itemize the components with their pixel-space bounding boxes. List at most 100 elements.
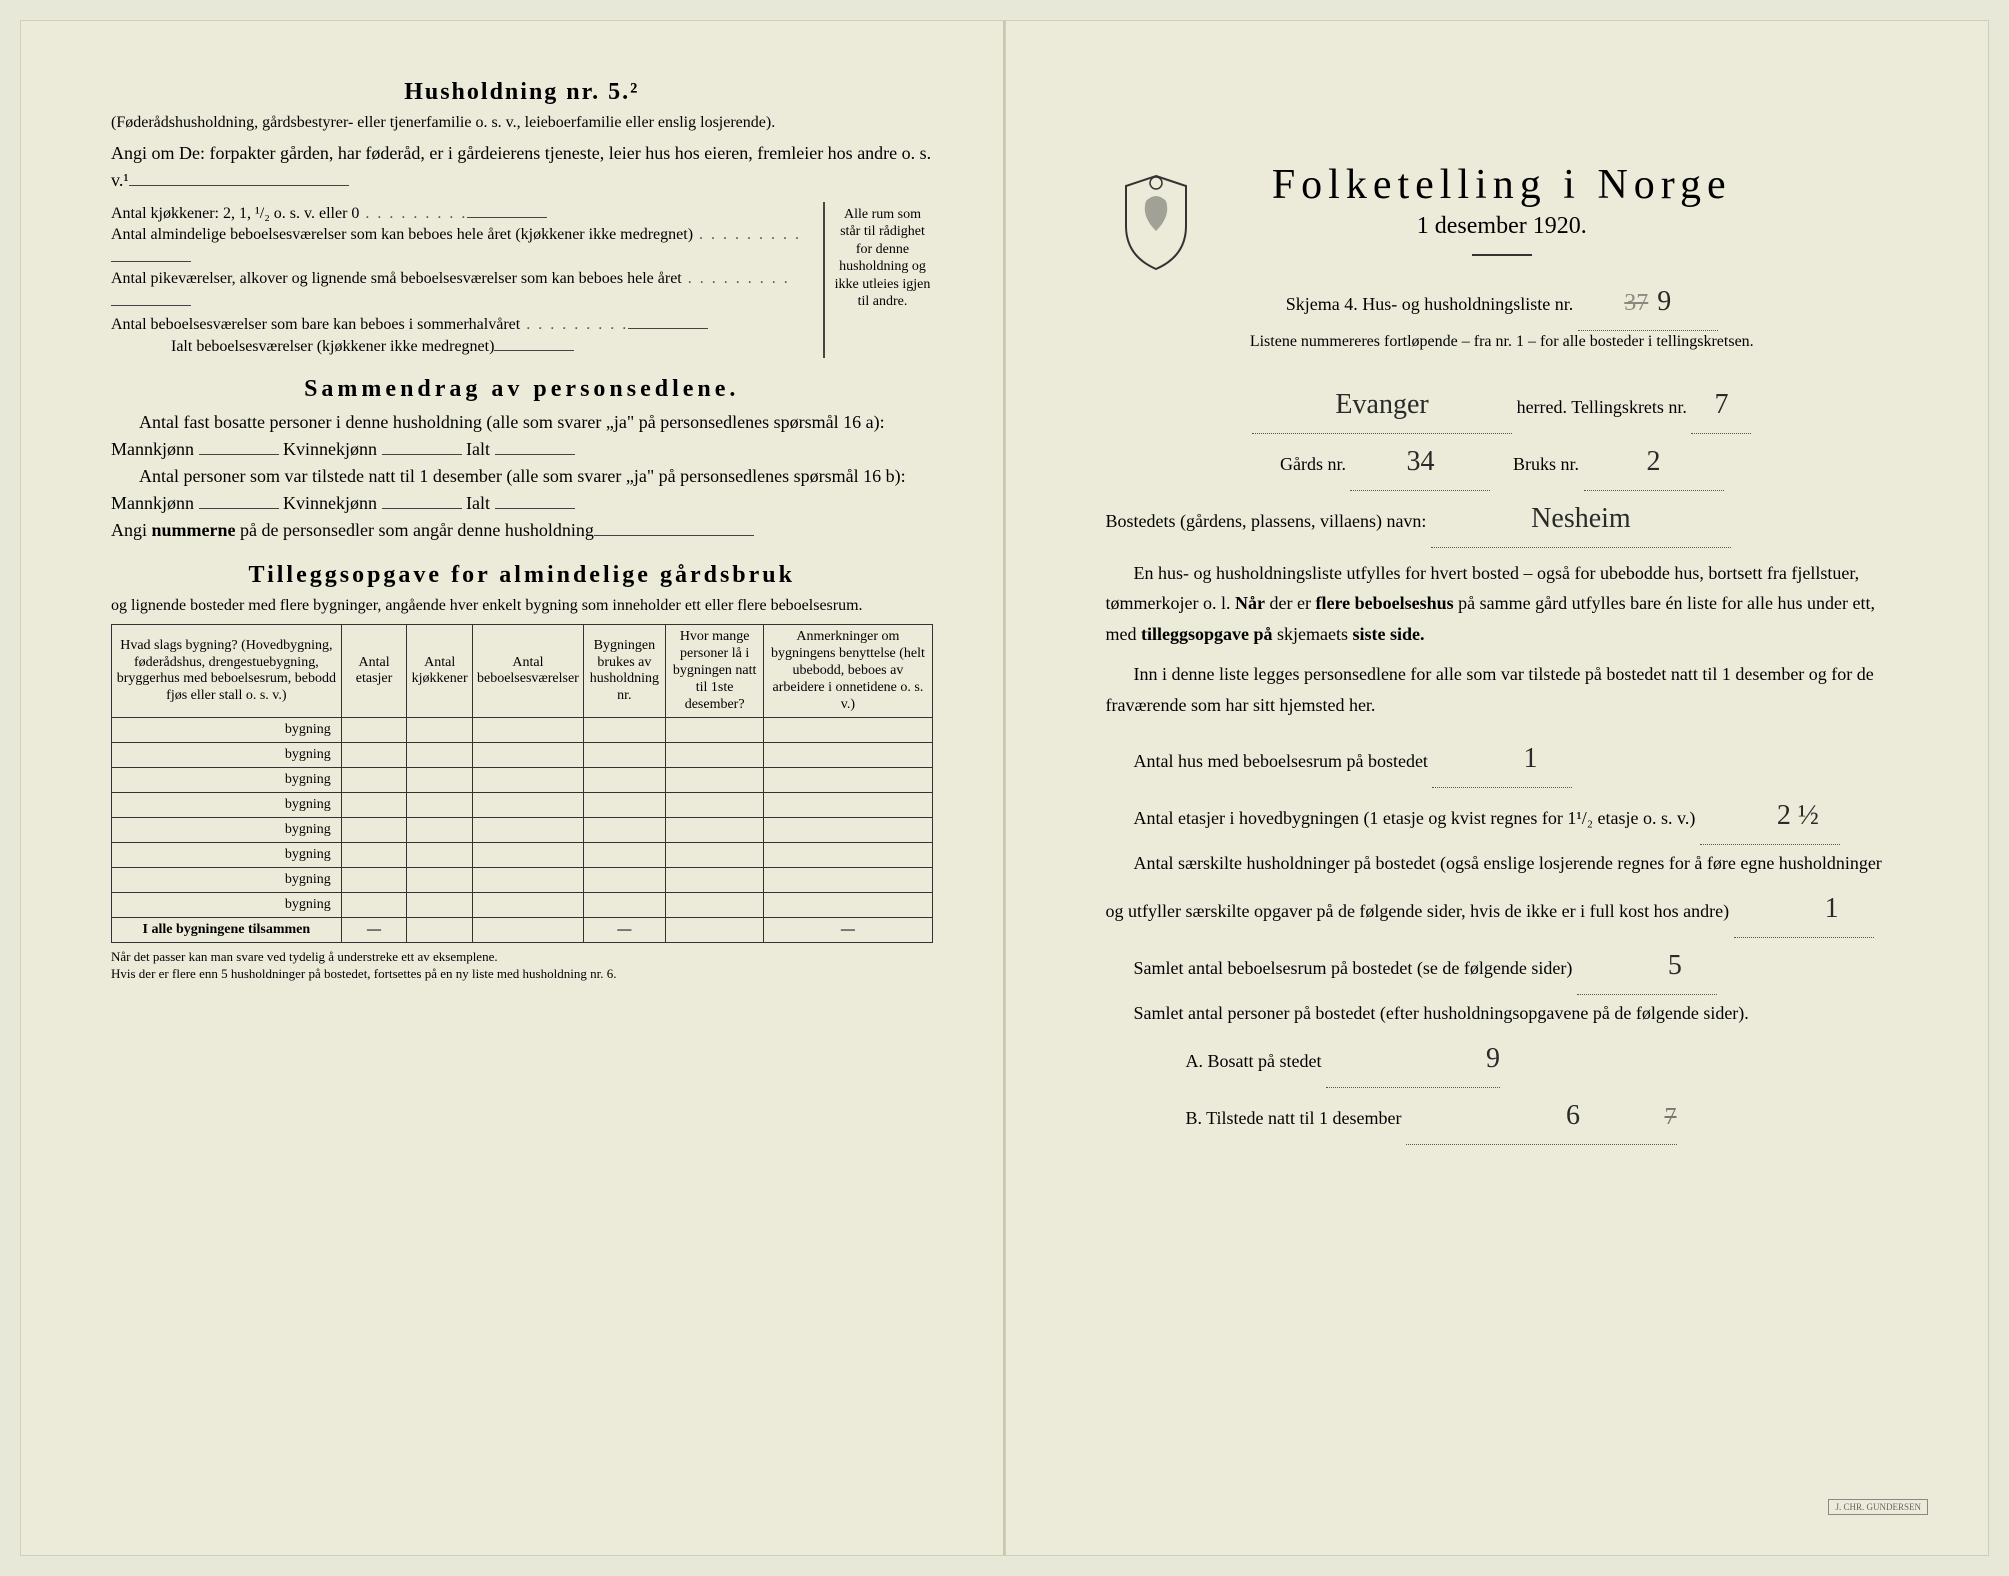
- document-spread: Husholdning nr. 5.² (Føderådshusholdning…: [20, 20, 1989, 1556]
- summer-rooms-line: Antal beboelsesværelser som bare kan beb…: [111, 313, 813, 336]
- mann-blank-1: [199, 437, 279, 455]
- total-rooms-blank: [494, 335, 574, 351]
- summer-rooms-blank: [628, 313, 708, 329]
- bosatt-val: 9: [1406, 1031, 1500, 1087]
- supplement-title: Tilleggsopgave for almindelige gårdsbruk: [111, 562, 933, 589]
- samlet-bebo-val: 5: [1640, 938, 1682, 994]
- printer-stamp: J. CHR. GUNDERSEN: [1828, 1499, 1928, 1515]
- kitchens-line: Antal kjøkkener: 2, 1, ¹/₂ o. s. v. elle…: [111, 202, 813, 225]
- title-rule: [1472, 254, 1532, 256]
- skjema-lbl: Skjema 4. Hus- og husholdningsliste nr.: [1286, 294, 1574, 314]
- gards-lbl: Gårds nr.: [1280, 454, 1346, 474]
- th-1: Antal etasjer: [341, 625, 407, 718]
- table-header-row: Hvad slags bygning? (Hovedbygning, føder…: [112, 625, 933, 718]
- angi-num-text: på de personsedler som angår denne husho…: [240, 520, 594, 540]
- row-lbl: bygning: [112, 793, 342, 818]
- th-6: Anmerkninger om bygningens benyttelse (h…: [764, 625, 932, 718]
- listene-note: Listene nummereres fortløpende – fra nr.…: [1106, 331, 1899, 353]
- summary-line2: Antal personer som var tilstede natt til…: [111, 463, 933, 517]
- antal-hus-lbl: Antal hus med beboelsesrum på bostedet: [1134, 751, 1428, 771]
- right-page: Folketelling i Norge 1 desember 1920. Sk…: [1005, 20, 1990, 1556]
- bosted-line: Bostedets (gårdens, plassens, villaens) …: [1106, 491, 1899, 548]
- th-0: Hvad slags bygning? (Hovedbygning, føder…: [112, 625, 342, 718]
- samlet-bebo-lbl: Samlet antal beboelsesrum på bostedet (s…: [1134, 958, 1573, 978]
- summary-title: Sammendrag av personsedlene.: [111, 376, 933, 403]
- saerskilte-line: Antal særskilte husholdninger på bostede…: [1106, 845, 1899, 938]
- bosted-lbl: Bostedets (gårdens, plassens, villaens) …: [1106, 511, 1427, 531]
- ordinary-rooms-line: Antal almindelige beboelsesværelser som …: [111, 224, 813, 268]
- angi-numbers-line: Angi nummerne på de personsedler som ang…: [111, 517, 933, 544]
- footnote: Når det passer kan man svare ved tydelig…: [111, 949, 933, 983]
- angi-num-blank: [594, 518, 754, 536]
- kitchens-blank: [467, 202, 547, 218]
- row-lbl: bygning: [112, 818, 342, 843]
- kvinne-blank-2: [382, 491, 462, 509]
- rooms-block: Antal kjøkkener: 2, 1, ¹/₂ o. s. v. elle…: [111, 202, 933, 358]
- maid-rooms-text: Antal pikeværelser, alkover og lignende …: [111, 270, 682, 287]
- instructions-para1: En hus- og husholdningsliste utfylles fo…: [1106, 558, 1899, 650]
- table-row: bygning: [112, 893, 933, 918]
- row-lbl: bygning: [112, 843, 342, 868]
- ordinary-rooms-blank: [111, 246, 191, 262]
- brace-note: Alle rum som står til rådighet for denne…: [823, 202, 933, 358]
- herred-lbl: herred. Tellingskrets nr.: [1517, 397, 1687, 417]
- total-rooms-line: Ialt beboelsesværelser (kjøkkener ikke m…: [111, 335, 813, 358]
- table-row: bygning: [112, 768, 933, 793]
- ialt-blank-1: [495, 437, 575, 455]
- rooms-lines: Antal kjøkkener: 2, 1, ¹/₂ o. s. v. elle…: [111, 202, 813, 358]
- th-5: Hvor mange personer lå i bygningen natt …: [665, 625, 763, 718]
- mann-blank-2: [199, 491, 279, 509]
- table-footer-row: I alle bygningene tilsammen———: [112, 918, 933, 943]
- bruks-lbl: Bruks nr.: [1513, 454, 1579, 474]
- coat-of-arms-icon: [1116, 171, 1196, 271]
- herred-val: Evanger: [1335, 377, 1428, 433]
- tilstede-val: 6: [1486, 1088, 1580, 1144]
- summary-line1: Antal fast bosatte personer i denne hush…: [111, 409, 933, 463]
- kitchens-text: Antal kjøkkener: 2, 1, ¹/₂ o. s. v. elle…: [111, 205, 359, 222]
- census-date: 1 desember 1920.: [1106, 213, 1899, 240]
- tilstede-lbl: B. Tilstede natt til 1 desember: [1186, 1108, 1402, 1128]
- ialt-blank-2: [495, 491, 575, 509]
- row-lbl: bygning: [112, 868, 342, 893]
- bosatt-lbl: A. Bosatt på stedet: [1186, 1051, 1322, 1071]
- buildings-table: Hvad slags bygning? (Hovedbygning, føder…: [111, 624, 933, 943]
- instructions-para2: Inn i denne liste legges personsedlene f…: [1106, 659, 1899, 720]
- table-body: bygning bygning bygning bygning bygning …: [112, 718, 933, 943]
- liste-nr-field: 37 9: [1578, 274, 1718, 331]
- kvinne-lbl-2: Kvinnekjønn: [283, 493, 377, 513]
- bosatt-line: A. Bosatt på stedet 9: [1106, 1031, 1899, 1088]
- row-lbl: bygning: [112, 893, 342, 918]
- table-row: bygning: [112, 868, 933, 893]
- antal-hus-val: 1: [1495, 731, 1537, 787]
- maid-rooms-line: Antal pikeværelser, alkover og lignende …: [111, 268, 813, 312]
- left-page: Husholdning nr. 5.² (Føderådshusholdning…: [20, 20, 1005, 1556]
- angi-line: Angi om De: forpakter gården, har føderå…: [111, 140, 933, 194]
- table-row: bygning: [112, 718, 933, 743]
- table-row: bygning: [112, 743, 933, 768]
- angi-blank: [129, 168, 349, 186]
- antal-hus-line: Antal hus med beboelsesrum på bostedet 1: [1106, 731, 1899, 788]
- samlet-pers-line: Samlet antal personer på bostedet (efter…: [1106, 995, 1899, 1031]
- main-title: Folketelling i Norge: [1106, 161, 1899, 209]
- household-5-subtitle: (Føderådshusholdning, gårdsbestyrer- ell…: [111, 112, 933, 134]
- table-row: bygning: [112, 793, 933, 818]
- liste-nr-strike: 37: [1624, 279, 1648, 327]
- bruks-nr: 2: [1647, 434, 1661, 490]
- etasjer-lbl: Antal etasjer i hovedbygningen (1 etasje…: [1134, 808, 1696, 828]
- row-lbl: bygning: [112, 768, 342, 793]
- tfoot-lbl: I alle bygningene tilsammen: [112, 918, 342, 943]
- household-5-title: Husholdning nr. 5.²: [111, 79, 933, 106]
- supplement-sub: og lignende bosteder med flere bygninger…: [111, 595, 933, 617]
- samlet-bebo-line: Samlet antal beboelsesrum på bostedet (s…: [1106, 938, 1899, 995]
- skjema-line: Skjema 4. Hus- og husholdningsliste nr. …: [1106, 274, 1899, 331]
- gards-line: Gårds nr. 34 Bruks nr. 2: [1106, 434, 1899, 491]
- krets-nr: 7: [1714, 377, 1728, 433]
- ialt-lbl-1: Ialt: [466, 439, 490, 459]
- gards-nr: 34: [1406, 434, 1434, 490]
- table-row: bygning: [112, 818, 933, 843]
- th-2: Antal kjøkkener: [407, 625, 473, 718]
- tilstede-line: B. Tilstede natt til 1 desember 6 7: [1106, 1088, 1899, 1145]
- kvinne-blank-1: [382, 437, 462, 455]
- etasjer-line: Antal etasjer i hovedbygningen (1 etasje…: [1106, 788, 1899, 845]
- total-rooms-text: Ialt beboelsesværelser (kjøkkener ikke m…: [171, 338, 494, 355]
